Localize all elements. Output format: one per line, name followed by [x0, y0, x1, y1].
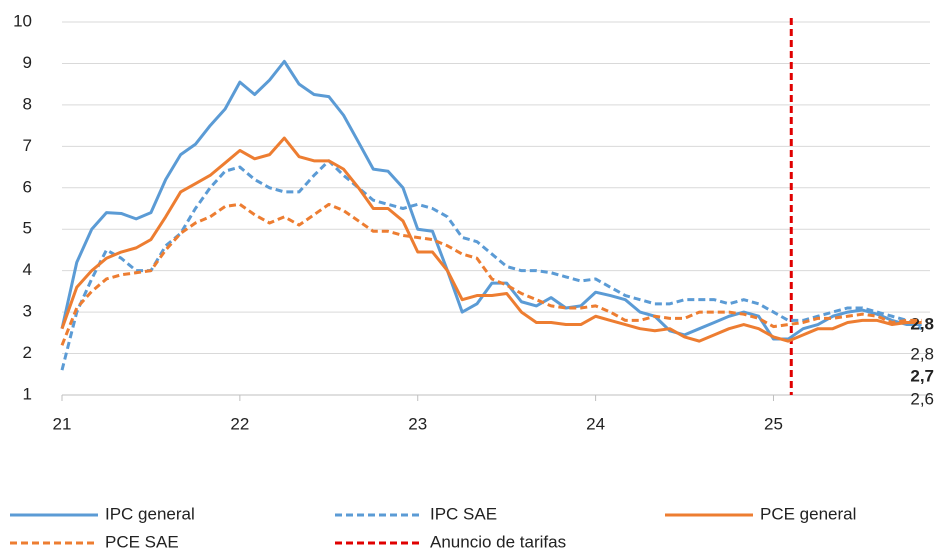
legend-label: PCE general — [760, 504, 856, 523]
y-tick-label: 7 — [23, 136, 32, 155]
end-label: 2,7 — [910, 366, 934, 385]
x-tick-label: 23 — [408, 414, 427, 433]
y-tick-label: 2 — [23, 343, 32, 362]
series-line — [60, 202, 922, 346]
legend-label: IPC general — [105, 504, 195, 523]
x-tick-label: 21 — [53, 414, 72, 433]
series-line — [60, 159, 923, 371]
x-tick-label: 25 — [764, 414, 783, 433]
y-tick-label: 9 — [23, 53, 32, 72]
x-tick-label: 24 — [586, 414, 605, 433]
legend-label: Anuncio de tarifas — [430, 532, 566, 551]
end-label: 2,6 — [910, 389, 934, 408]
end-label: 2,8 — [910, 344, 934, 363]
x-tick-label: 22 — [230, 414, 249, 433]
y-tick-label: 3 — [23, 302, 32, 321]
y-tick-label: 4 — [23, 260, 32, 279]
end-label: 2,8 — [910, 314, 934, 333]
legend-label: IPC SAE — [430, 504, 497, 523]
y-tick-label: 6 — [23, 177, 32, 196]
y-tick-label: 5 — [23, 219, 32, 238]
y-tick-label: 8 — [23, 94, 32, 113]
series-line — [60, 136, 922, 343]
legend-label: PCE SAE — [105, 532, 179, 551]
y-tick-label: 10 — [13, 11, 32, 30]
y-tick-label: 1 — [23, 384, 32, 403]
